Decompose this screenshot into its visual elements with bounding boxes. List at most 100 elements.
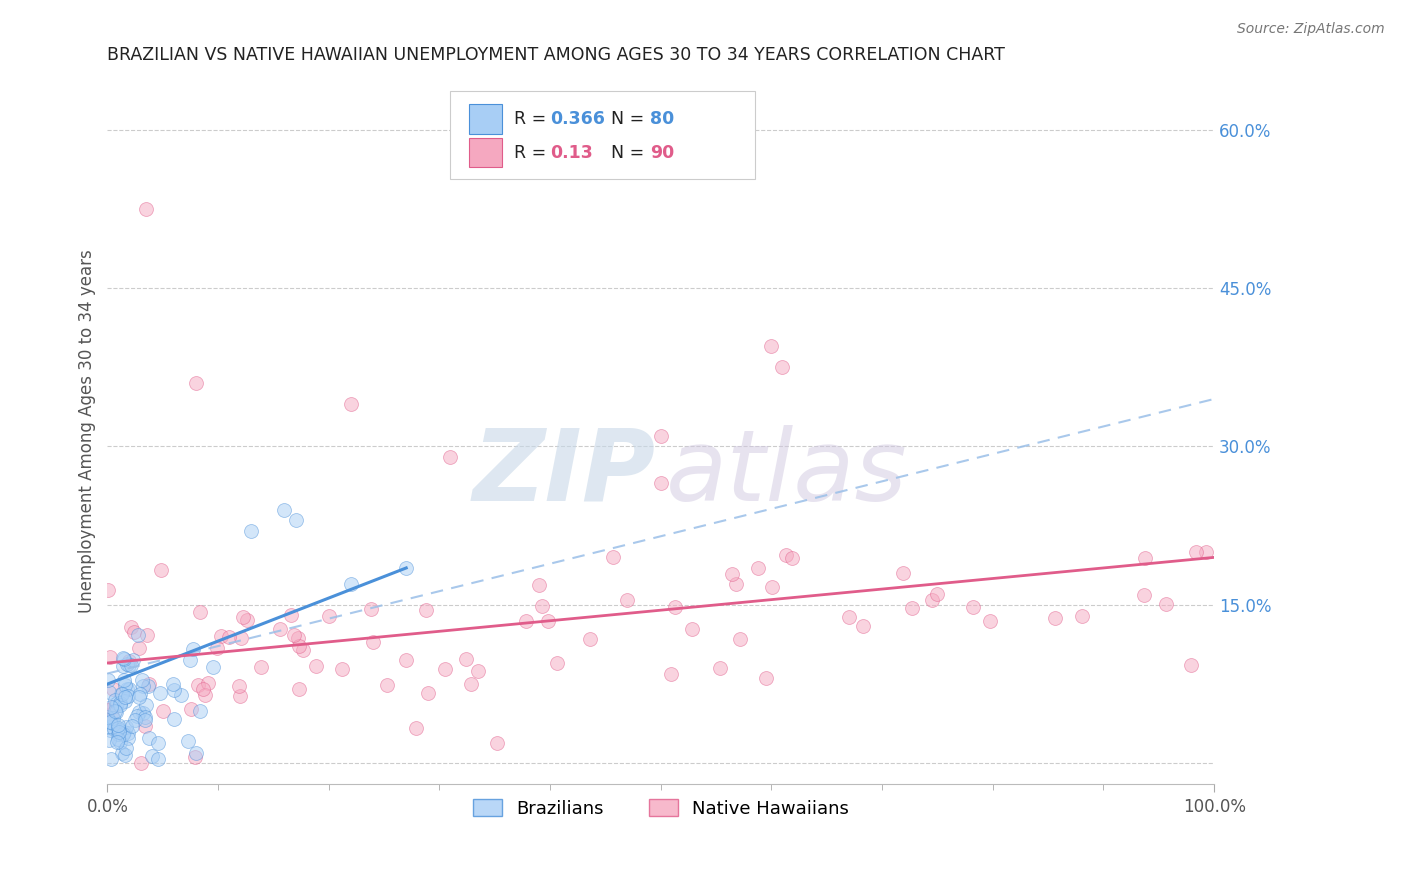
Point bbox=[229, 631, 252, 645]
Point bbox=[1185, 545, 1208, 559]
Point bbox=[112, 724, 135, 739]
Point bbox=[891, 566, 914, 580]
Point bbox=[104, 693, 127, 707]
Point bbox=[120, 657, 142, 672]
Point bbox=[439, 450, 461, 464]
Point bbox=[197, 676, 219, 690]
Bar bbox=[470, 104, 502, 134]
Point bbox=[134, 719, 156, 733]
Point bbox=[97, 732, 120, 747]
Point bbox=[207, 641, 229, 656]
Point bbox=[531, 599, 554, 614]
Point bbox=[114, 678, 136, 692]
Point bbox=[228, 690, 250, 704]
Point bbox=[117, 725, 139, 739]
Point bbox=[134, 713, 156, 727]
Point bbox=[250, 660, 273, 674]
Text: Source: ZipAtlas.com: Source: ZipAtlas.com bbox=[1237, 22, 1385, 37]
Point bbox=[467, 664, 489, 678]
Point bbox=[287, 639, 309, 653]
Point bbox=[405, 721, 427, 735]
Point bbox=[118, 654, 141, 668]
Point bbox=[979, 614, 1001, 628]
Point bbox=[97, 673, 120, 687]
Point bbox=[184, 749, 207, 764]
Point bbox=[546, 656, 568, 670]
Point bbox=[149, 563, 172, 577]
Point bbox=[1154, 598, 1177, 612]
Point bbox=[148, 686, 170, 700]
Point bbox=[273, 503, 295, 517]
Point bbox=[725, 576, 748, 591]
Text: 0.366: 0.366 bbox=[550, 111, 605, 128]
Point bbox=[360, 602, 382, 616]
Point bbox=[761, 339, 783, 353]
Point bbox=[191, 681, 214, 696]
Point bbox=[780, 551, 803, 566]
Point bbox=[128, 690, 150, 704]
Point bbox=[163, 682, 186, 697]
Point bbox=[148, 751, 170, 765]
Point bbox=[460, 677, 482, 691]
Point bbox=[1180, 657, 1202, 672]
Point bbox=[108, 696, 131, 710]
Point bbox=[838, 609, 860, 624]
Legend: Brazilians, Native Hawaiians: Brazilians, Native Hawaiians bbox=[465, 792, 856, 825]
Point bbox=[121, 719, 143, 733]
Point bbox=[98, 723, 121, 737]
Point bbox=[103, 681, 125, 696]
Point bbox=[115, 681, 138, 696]
Text: 80: 80 bbox=[650, 111, 673, 128]
Point bbox=[110, 735, 132, 749]
Point bbox=[135, 202, 157, 216]
Point bbox=[433, 662, 456, 676]
Text: N =: N = bbox=[600, 111, 650, 128]
Point bbox=[104, 704, 127, 718]
Point bbox=[108, 698, 131, 713]
Point bbox=[96, 710, 118, 724]
Point bbox=[114, 690, 136, 705]
Point bbox=[117, 689, 139, 703]
Point bbox=[418, 686, 440, 700]
Point bbox=[110, 687, 132, 701]
Point bbox=[709, 661, 731, 675]
Point bbox=[118, 658, 141, 673]
Point bbox=[114, 693, 136, 707]
Point bbox=[900, 601, 922, 615]
Point bbox=[395, 653, 418, 667]
Point bbox=[616, 592, 638, 607]
Point bbox=[128, 641, 150, 656]
Point bbox=[97, 583, 120, 598]
Text: ZIP: ZIP bbox=[472, 425, 655, 522]
Point bbox=[105, 705, 128, 719]
Point bbox=[228, 679, 250, 693]
Point bbox=[98, 715, 121, 730]
Point bbox=[138, 731, 160, 746]
Point bbox=[201, 660, 224, 674]
Point bbox=[122, 625, 145, 640]
Point bbox=[115, 720, 138, 734]
Point bbox=[103, 717, 125, 731]
Point bbox=[287, 632, 309, 646]
Point bbox=[135, 628, 157, 642]
Point bbox=[232, 610, 254, 624]
Point bbox=[456, 652, 478, 666]
Point bbox=[288, 681, 311, 696]
Point bbox=[235, 613, 257, 627]
Point bbox=[772, 360, 794, 375]
Point bbox=[395, 561, 418, 575]
Point bbox=[112, 651, 135, 665]
Point bbox=[486, 736, 509, 750]
Point bbox=[127, 628, 149, 642]
Point bbox=[121, 653, 143, 667]
Point bbox=[131, 679, 153, 693]
Text: N =: N = bbox=[600, 144, 650, 161]
Point bbox=[114, 747, 136, 762]
Point bbox=[602, 550, 624, 565]
Point bbox=[218, 630, 240, 644]
Point bbox=[111, 651, 134, 665]
Point bbox=[124, 713, 146, 727]
Point bbox=[98, 720, 121, 734]
Point bbox=[284, 513, 307, 527]
Text: atlas: atlas bbox=[666, 425, 908, 522]
